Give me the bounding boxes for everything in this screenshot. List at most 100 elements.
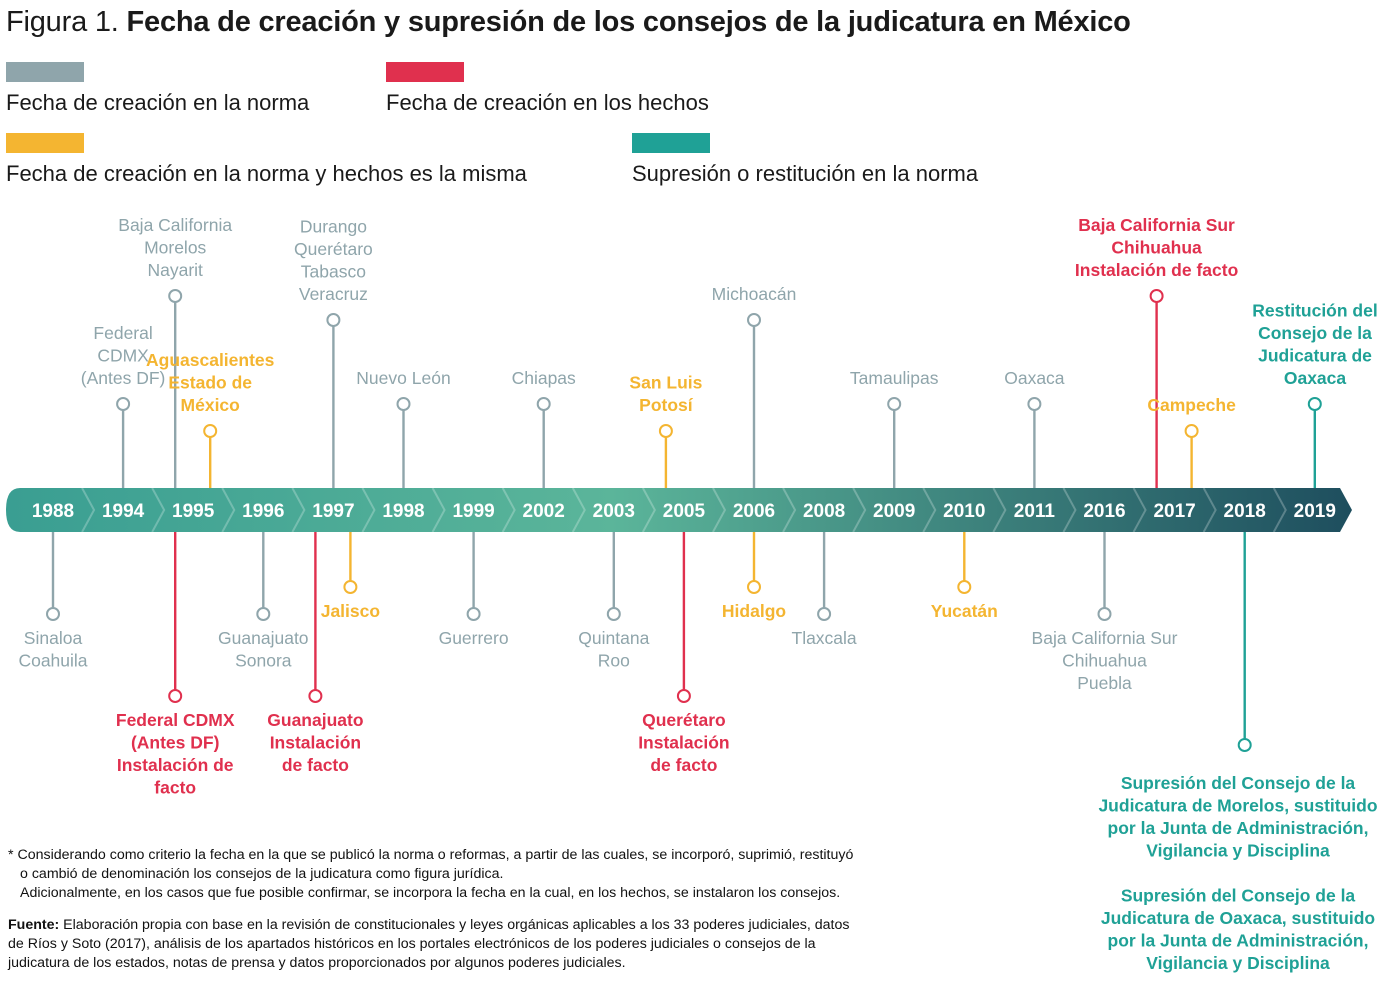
event-label: por la Junta de Administración,: [1108, 818, 1369, 838]
event-label: México: [181, 395, 240, 415]
year-labels: 1988 1994 1995 1996 1997 1998 1999 2002 2003 2005…: [32, 487, 1336, 533]
source-line-3: judicatura de los estados, notas de pren…: [8, 955, 626, 971]
event-label: Supresión del Consejo de la: [1121, 886, 1356, 906]
event-label: por la Junta de Administración,: [1108, 931, 1369, 951]
event-label: Supresión del Consejo de la: [1121, 773, 1356, 793]
legend-swatch-misma: [6, 133, 84, 153]
event-marker: [396, 397, 411, 411]
year-separator: [151, 487, 166, 533]
event-label: Coahuila: [18, 651, 87, 671]
event-label: Veracruz: [299, 284, 368, 304]
year-label: 2017: [1153, 501, 1195, 522]
event-marker: [747, 313, 761, 327]
event-label: Guanajuato: [267, 710, 363, 730]
event-marker: [747, 580, 761, 594]
event-label: Instalación: [638, 733, 729, 753]
event-marker: [168, 689, 183, 703]
event-label: Vigilancia y Disciplina: [1146, 841, 1330, 861]
year-separator: [81, 487, 96, 533]
event-label: Baja California Sur: [1078, 215, 1235, 235]
year-label: 2005: [663, 501, 706, 522]
event-marker: [606, 607, 621, 621]
event-marker: [1027, 397, 1042, 411]
event-marker: [168, 289, 183, 303]
event-label: Sonora: [235, 651, 292, 671]
year-separator: [712, 487, 727, 533]
event-marker: [817, 607, 832, 621]
footnote-line-2: o cambió de denominación los consejos de…: [20, 866, 504, 882]
year-separator: [641, 487, 656, 533]
event-label: facto: [154, 778, 196, 798]
event-label: Roo: [598, 651, 630, 671]
event-label: Potosí: [639, 395, 694, 415]
event-marker: [1307, 397, 1322, 411]
footnote-line-1: * Considerando como criterio la fecha en…: [8, 847, 854, 863]
event-label: Estado de: [168, 373, 252, 393]
year-label: 1994: [102, 501, 145, 522]
event-label: San Luis: [629, 373, 702, 393]
event-label: Durango: [300, 217, 367, 237]
event-marker: [676, 689, 691, 703]
year-separator: [291, 487, 306, 533]
legend-label-supresion: Supresión o restitución en la norma: [632, 161, 979, 186]
event-label: Quintana: [578, 628, 649, 648]
event-label: Oaxaca: [1284, 368, 1347, 388]
event-label: Baja California Sur: [1032, 628, 1178, 648]
event-marker: [1097, 607, 1112, 621]
event-marker: [1149, 289, 1164, 303]
event-marker: [658, 424, 673, 438]
year-label: 1995: [172, 501, 215, 522]
legend-swatch-norma: [6, 62, 84, 82]
event-label: Guerrero: [439, 628, 509, 648]
figure-number: Figura 1.: [6, 6, 119, 38]
event-label: Instalación: [270, 733, 361, 753]
year-separator: [1132, 487, 1147, 533]
event-marker: [203, 424, 218, 438]
event-label: Chiapas: [512, 368, 576, 388]
figure-title: Figura 1. Fecha de creación y supresión …: [6, 6, 1131, 39]
year-separator: [501, 487, 516, 533]
event-label: Hidalgo: [722, 601, 786, 621]
timeline-diagram: 1988 1994 1995 1996 1997 1998 1999 2002 2003 2005…: [6, 215, 1378, 973]
event-label: Judicatura de Morelos, sustituido: [1098, 796, 1377, 816]
event-marker: [326, 313, 341, 327]
year-separator: [571, 487, 586, 533]
legend-label-misma: Fecha de creación en la norma y hechos e…: [6, 161, 527, 186]
year-label: 1996: [242, 501, 284, 522]
year-label: 2008: [803, 501, 845, 522]
legend-label-hechos: Fecha de creación en los hechos: [386, 90, 709, 115]
event-label: de facto: [282, 755, 349, 775]
event-label: Restitución del: [1252, 301, 1377, 321]
event-label: Judicatura de Oaxaca, sustituido: [1101, 908, 1375, 928]
year-label: 2003: [593, 501, 635, 522]
footnote-line-3: Adicionalmente, en los casos que fue pos…: [20, 885, 841, 901]
event-label: Instalación de: [117, 755, 234, 775]
event-marker: [116, 397, 131, 411]
event-label: Chihuahua: [1062, 651, 1147, 671]
year-label: 2009: [873, 501, 915, 522]
legend-swatch-hechos: [386, 62, 464, 82]
connector-group: [46, 289, 1322, 752]
year-separator: [992, 487, 1007, 533]
year-label: 2006: [733, 501, 775, 522]
event-label: Vigilancia y Disciplina: [1146, 953, 1330, 973]
year-label: 1988: [32, 501, 74, 522]
year-separator: [431, 487, 446, 533]
source-label: Fuente:: [8, 917, 60, 933]
event-label: Federal: [93, 323, 152, 343]
year-label: 2016: [1083, 501, 1125, 522]
year-label: 2011: [1014, 501, 1056, 522]
legend-swatch-supresion: [632, 133, 710, 153]
event-marker: [536, 397, 551, 411]
event-marker: [887, 397, 902, 411]
event-label: Nuevo León: [356, 368, 450, 388]
event-label: de facto: [650, 755, 717, 775]
event-label: (Antes DF): [81, 368, 166, 388]
event-label: Tamaulipas: [850, 368, 939, 388]
event-marker: [308, 689, 323, 703]
event-label: Campeche: [1147, 395, 1236, 415]
legend-label-norma: Fecha de creación en la norma: [6, 90, 310, 115]
event-marker: [256, 607, 271, 621]
source-line-2: de Ríos y Soto (2017), análisis de los a…: [8, 936, 816, 952]
